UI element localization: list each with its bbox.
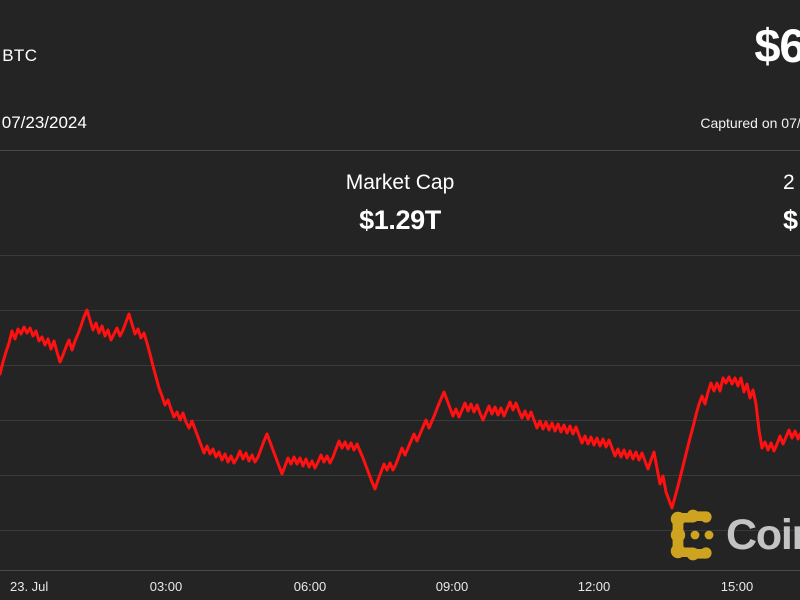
asset-identity: oin BTC xyxy=(0,33,37,67)
stat-label: Market Cap xyxy=(346,172,455,193)
header-divider xyxy=(0,150,800,151)
coindesk-watermark: Coin xyxy=(668,509,800,561)
date-range-to: 07/23/2024 xyxy=(2,113,87,133)
chart-screenshot: oin BTC $65,5 2024 TO 07/23/2024 Capture… xyxy=(0,0,800,600)
captured-timestamp: Captured on 07/23/2 xyxy=(700,115,800,131)
date-range: 2024 TO 07/23/2024 xyxy=(0,113,87,133)
x-axis-tick: 12:00 xyxy=(578,579,611,594)
stats-row: Market Cap $1.29T 2 $ xyxy=(0,152,800,247)
x-axis-tick: 06:00 xyxy=(294,579,327,594)
coindesk-watermark-text: Coin xyxy=(726,514,800,557)
x-axis-tick: 23. Jul xyxy=(10,579,48,594)
header: oin BTC $65,5 2024 TO 07/23/2024 Capture… xyxy=(0,0,800,151)
stat-label: 2 xyxy=(783,172,798,193)
x-axis-tick: 03:00 xyxy=(150,579,183,594)
stat-value: $1.29T xyxy=(346,207,455,234)
chart-x-axis: 23. Jul 03:00 06:00 09:00 12:00 15:00 xyxy=(0,571,800,600)
x-axis-tick: 09:00 xyxy=(436,579,469,594)
stat-value: $ xyxy=(783,207,798,234)
stat-market-cap: Market Cap $1.29T xyxy=(346,172,455,234)
stat-secondary: 2 $ xyxy=(783,172,798,234)
price-line xyxy=(0,310,800,508)
coindesk-logo-icon xyxy=(668,509,720,561)
asset-ticker: BTC xyxy=(2,47,37,64)
current-price: $65,5 xyxy=(754,22,800,69)
x-axis-tick: 15:00 xyxy=(721,579,754,594)
